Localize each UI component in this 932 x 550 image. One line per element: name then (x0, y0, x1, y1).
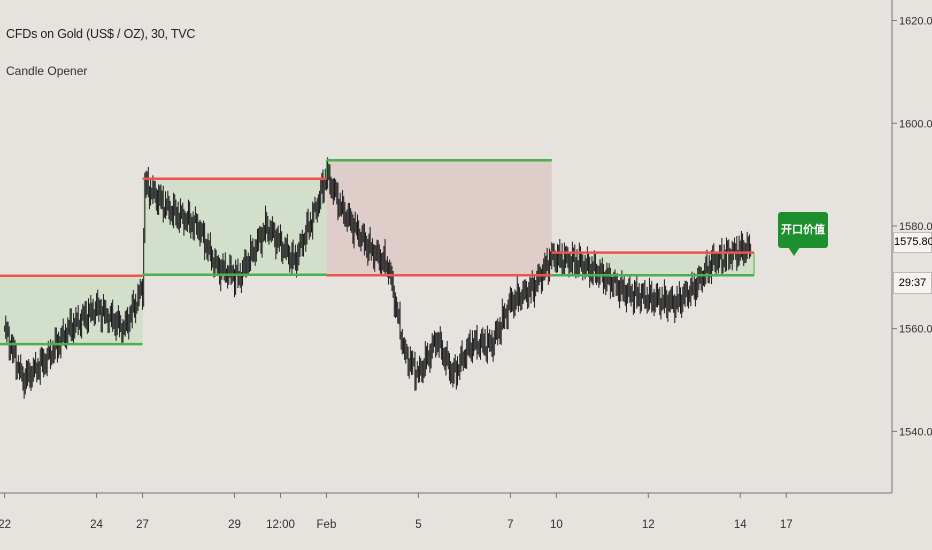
x-tick-label-10: 14 (734, 519, 747, 531)
y-tick-label-3: 1560.00 (899, 324, 932, 336)
callout-pointer (788, 247, 800, 256)
candle-opener-lines (0, 158, 755, 346)
x-tick-label-9: 12 (642, 519, 655, 531)
x-tick-label-3: 29 (228, 519, 241, 531)
bar-countdown-label: 29:37 (893, 272, 932, 294)
x-tick-label-5: Feb (317, 519, 337, 531)
x-tick-label-4: 12:00 (266, 519, 295, 531)
x-tick-label-11: 17 (780, 519, 793, 531)
y-tick-label-0: 1620.00 (899, 16, 932, 28)
chart-title: CFDs on Gold (US$ / OZ), 30, TVC (6, 27, 196, 41)
x-tick-label-1: 24 (90, 519, 103, 531)
x-tick-label-2: 27 (136, 519, 149, 531)
y-tick-label-4: 1540.00 (899, 426, 932, 438)
week-zone-2 (326, 160, 552, 276)
callout-label: 开口价值 (778, 212, 828, 248)
x-tick-label-6: 5 (415, 519, 421, 531)
indicator-label: Candle Opener (6, 64, 88, 78)
time-axis: 22 24 27 29 12:00 Feb 5 7 10 12 14 17 (0, 493, 793, 531)
y-tick-label-1: 1600.00 (899, 118, 932, 130)
y-tick-label-2: 1580.00 (899, 221, 932, 233)
x-tick-label-0: 22 (0, 519, 11, 531)
x-tick-label-7: 7 (507, 519, 513, 531)
price-axis: 1620.00 1600.00 1580.00 1560.00 1540.00 (892, 16, 932, 438)
last-price-label: 1575.80 (893, 232, 932, 253)
x-tick-label-8: 10 (550, 519, 563, 531)
